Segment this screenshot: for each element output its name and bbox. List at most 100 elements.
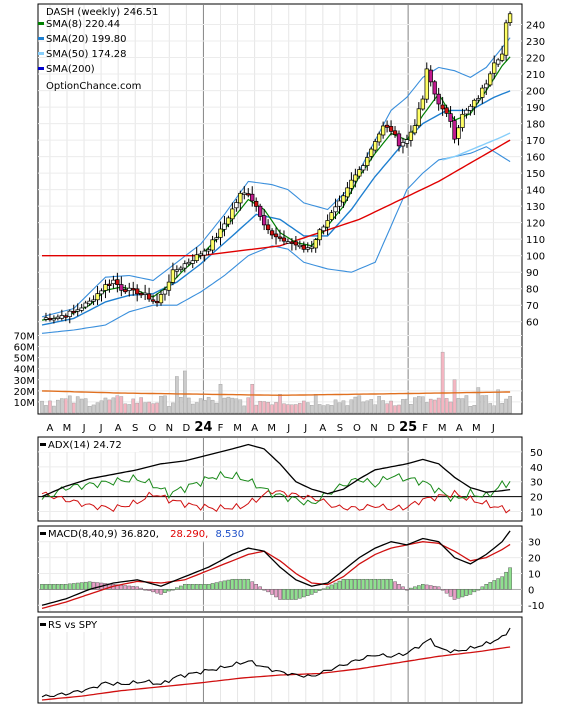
volume-bar (317, 404, 322, 414)
macd-histogram-bar (139, 587, 143, 590)
macd-line (41, 530, 511, 606)
volume-bar (472, 405, 477, 414)
volume-bar (401, 399, 405, 414)
macd-histogram-bar (278, 589, 282, 600)
macd-histogram-bar (480, 586, 485, 590)
x-tick-label: S (337, 423, 343, 434)
macd-histogram-bar (496, 578, 500, 590)
macd-histogram-bar (147, 589, 151, 591)
macd-histogram-bar (214, 582, 219, 590)
volume-bar (83, 398, 88, 414)
candle-body (87, 300, 92, 305)
macd-histogram-bar (242, 578, 247, 590)
volume-bar (290, 404, 294, 414)
volume-bar (377, 396, 381, 414)
price-tick-label: 240 (526, 21, 545, 32)
x-tick-label: D (183, 423, 191, 434)
candle-body (496, 59, 501, 65)
macd-signal-value: 28.290, (170, 529, 208, 540)
volume-bar (190, 403, 195, 414)
price-tick-label: 70 (526, 301, 539, 312)
macd-histogram-bar (436, 586, 441, 590)
candle-body (325, 220, 330, 228)
macd-histogram-bar (282, 589, 286, 600)
candle-body (230, 208, 235, 220)
macd-histogram-bar (52, 584, 56, 590)
volume-bar (309, 405, 314, 414)
candle-body (107, 283, 112, 286)
candle-body (464, 109, 469, 115)
macd-histogram-bar (234, 578, 239, 590)
candle-body (131, 288, 136, 291)
volume-bar (234, 398, 239, 414)
volume-bar (119, 396, 124, 414)
candle-body (460, 113, 465, 128)
macd-histogram-bar (345, 578, 350, 590)
x-tick-label: A (47, 423, 54, 434)
macd-histogram-bar (464, 589, 469, 596)
candle-body (115, 279, 120, 286)
price-tick-label: 60 (526, 318, 539, 329)
candle-body (377, 133, 382, 143)
macd-histogram-bar (48, 584, 52, 590)
volume-bar (40, 400, 44, 414)
macd-histogram-bar (309, 589, 314, 595)
candle-body (238, 192, 243, 204)
macd-histogram-bar (488, 582, 493, 590)
candle-body (416, 108, 421, 127)
volume-bar (333, 399, 338, 414)
adx-title: ADX(14) 24.72 (48, 440, 122, 451)
volume-bar (87, 405, 92, 414)
volume-bar (389, 400, 393, 414)
candle-body (146, 293, 152, 300)
macd-histogram-bar (417, 585, 421, 590)
candle-body (95, 293, 100, 301)
rs-panel (37, 616, 523, 704)
volume-bar (230, 397, 235, 414)
volume-tick-label: 70M (14, 332, 35, 343)
candle-body (488, 73, 493, 86)
price-candles (43, 11, 513, 324)
x-tick-label: M (233, 423, 242, 434)
volume-bar (202, 399, 207, 414)
candle-body (492, 62, 497, 74)
volume-bar (464, 395, 469, 414)
macd-histogram-bar (428, 585, 433, 590)
macd-histogram-bar (484, 584, 489, 590)
x-tick-label: J (303, 423, 307, 434)
macd-hist-value: 8.530 (215, 529, 244, 540)
candle-body (265, 224, 271, 231)
candle-body (428, 69, 433, 83)
x-tick-label: J (286, 423, 290, 434)
candle-body (246, 193, 251, 196)
volume-bar (56, 399, 60, 414)
volume-bar (246, 397, 251, 414)
volume-bar (167, 406, 171, 414)
macd-histogram-bar (202, 584, 207, 590)
volume-bar (71, 402, 76, 414)
volume-bar (428, 398, 433, 414)
candle-body (51, 318, 57, 321)
candle-body (373, 141, 378, 151)
adx-tick-label: 30 (530, 478, 543, 489)
macd-histogram-bar (472, 589, 477, 593)
volume-tick-label: 50M (14, 354, 35, 365)
macd-histogram-bar (413, 586, 417, 590)
volume-tick-label: 30M (14, 376, 35, 387)
volume-bar (508, 395, 512, 414)
candle-body (210, 239, 215, 251)
candle-body (242, 192, 247, 195)
macd-histogram-bar (424, 584, 429, 590)
x-tick-label: S (132, 423, 138, 434)
macd-histogram-bar (250, 581, 255, 590)
plus-di-line (41, 470, 511, 506)
macd-histogram-bar (321, 588, 326, 590)
candle-body (448, 113, 453, 122)
candle-body (123, 289, 128, 293)
candle-body (269, 230, 275, 236)
macd-histogram-bar (182, 584, 187, 590)
price-tick-label: 160 (526, 153, 545, 164)
price-tick-label: 210 (526, 70, 545, 81)
candle-body (452, 120, 457, 140)
volume-bar (111, 397, 116, 414)
